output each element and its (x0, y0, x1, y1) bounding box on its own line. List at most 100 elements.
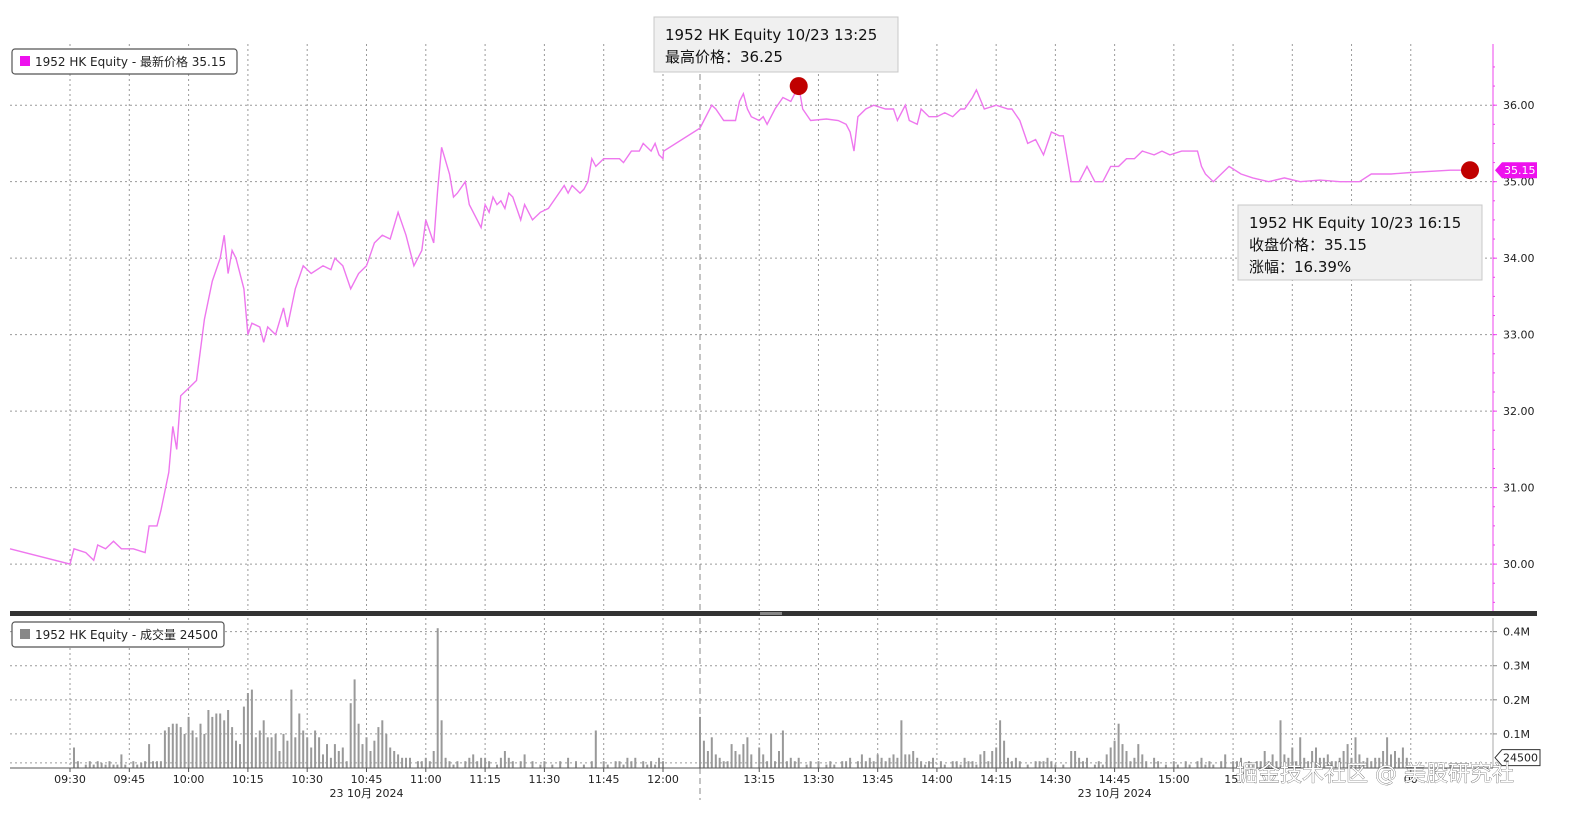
volume-bar (722, 761, 725, 768)
volume-bar (1188, 764, 1191, 768)
volume-bar (254, 737, 257, 768)
volume-bar (778, 751, 780, 768)
volume-bar (1141, 754, 1144, 768)
volume-bar (274, 733, 277, 768)
volume-bar (1082, 761, 1084, 768)
volume-bar (223, 720, 226, 768)
volume-bar (849, 757, 852, 768)
volume-bar (1394, 751, 1396, 768)
price-current-value: 35.15 (1504, 164, 1536, 177)
volume-bar (1350, 757, 1353, 768)
time-axis-tick-label: 13:30 (803, 773, 835, 786)
volume-bar (793, 761, 796, 768)
volume-bar (1275, 761, 1278, 768)
volume-bar (1374, 757, 1377, 768)
volume-bar (1315, 747, 1317, 768)
volume-bar (381, 720, 384, 768)
volume-bar (868, 757, 871, 768)
time-axis-tick-label: 14:00 (921, 773, 953, 786)
volume-bar (991, 751, 994, 768)
time-axis-tick-label: 13:15 (743, 773, 775, 786)
volume-bar (726, 761, 729, 768)
time-axis-tick-label: 11:30 (529, 773, 561, 786)
volume-bar (349, 703, 352, 768)
volume-bar (1295, 761, 1298, 768)
volume-bar (148, 744, 151, 768)
volume-bar (195, 737, 198, 768)
volume-bar (932, 757, 934, 768)
volume-bar (373, 740, 376, 768)
volume-bar (762, 754, 765, 768)
price-y-tick-label: 30.00 (1503, 558, 1535, 571)
volume-bar (187, 716, 190, 768)
time-axis-tick-label: 10:15 (232, 773, 264, 786)
volume-bar (100, 762, 103, 768)
volume-bar (1003, 740, 1006, 768)
volume-bar (1007, 757, 1009, 768)
volume-bar (1334, 761, 1337, 768)
volume-bar (1113, 740, 1116, 768)
volume-bar (1204, 764, 1207, 768)
volume-bar (1236, 761, 1238, 768)
volume-bar (622, 764, 625, 768)
volume-bar (734, 751, 737, 768)
volume-bar (845, 761, 848, 768)
volume-bar (92, 764, 95, 768)
panel-divider-handle[interactable] (760, 612, 782, 615)
volume-bar (1390, 754, 1392, 768)
volume-bar (614, 761, 617, 768)
volume-bar (1018, 761, 1021, 768)
volume-bar (156, 761, 158, 768)
volume-bar (523, 754, 526, 768)
volume-bar (1240, 757, 1242, 768)
volume-y-tick-label: 0.1M (1503, 728, 1530, 741)
volume-bar (1291, 747, 1294, 768)
close-tooltip-line-3: 涨幅：16.39% (1249, 258, 1351, 276)
volume-bar (662, 761, 664, 768)
volume-bar (519, 761, 522, 768)
volume-bar (1287, 757, 1290, 768)
volume-bar (1342, 751, 1345, 768)
price-current-tag: 35.15 (1495, 162, 1537, 179)
price-line (9, 83, 1470, 565)
price-marker (1461, 161, 1479, 180)
volume-bar (476, 761, 479, 768)
volume-bar (706, 751, 709, 768)
volume-bar (1176, 764, 1179, 768)
time-axis-date-label: 23 10月 2024 (1078, 787, 1152, 800)
volume-bar (738, 754, 741, 768)
volume-bar (1153, 757, 1156, 768)
time-axis-tick-label: 11:00 (410, 773, 442, 786)
volume-bar (1101, 764, 1104, 768)
watermark: 掘金技术社区 @ 美股研究社 (1236, 762, 1514, 787)
price-legend: 1952 HK Equity - 最新价格 35.15 (11, 48, 238, 75)
volume-bar (290, 689, 293, 768)
volume-bar (646, 764, 649, 768)
volume-bar (298, 713, 301, 768)
volume-bar (626, 757, 629, 768)
time-axis-tick-label: 14:45 (1099, 773, 1131, 786)
volume-bar (409, 757, 411, 768)
volume-bar (329, 757, 332, 768)
volume-bar (440, 720, 443, 768)
volume-bar (294, 737, 297, 768)
volume-bar (1299, 737, 1302, 768)
volume-bar (758, 747, 761, 768)
volume-bar (1164, 764, 1167, 768)
volume-bar (876, 754, 879, 768)
volume-bar (833, 764, 836, 768)
volume-bar (242, 706, 245, 768)
volume-bar (1220, 761, 1223, 768)
volume-bar (959, 764, 962, 768)
volume-bar (618, 761, 621, 768)
volume-bar (718, 757, 721, 768)
volume-bar (971, 761, 974, 768)
volume-bar (582, 764, 585, 768)
volume-bar (710, 737, 713, 768)
volume-bar (841, 761, 844, 768)
price-marker (789, 77, 808, 96)
volume-bar (499, 757, 502, 768)
volume-bar (543, 761, 546, 768)
volume-bar (250, 689, 253, 768)
volume-bar (1172, 761, 1175, 768)
